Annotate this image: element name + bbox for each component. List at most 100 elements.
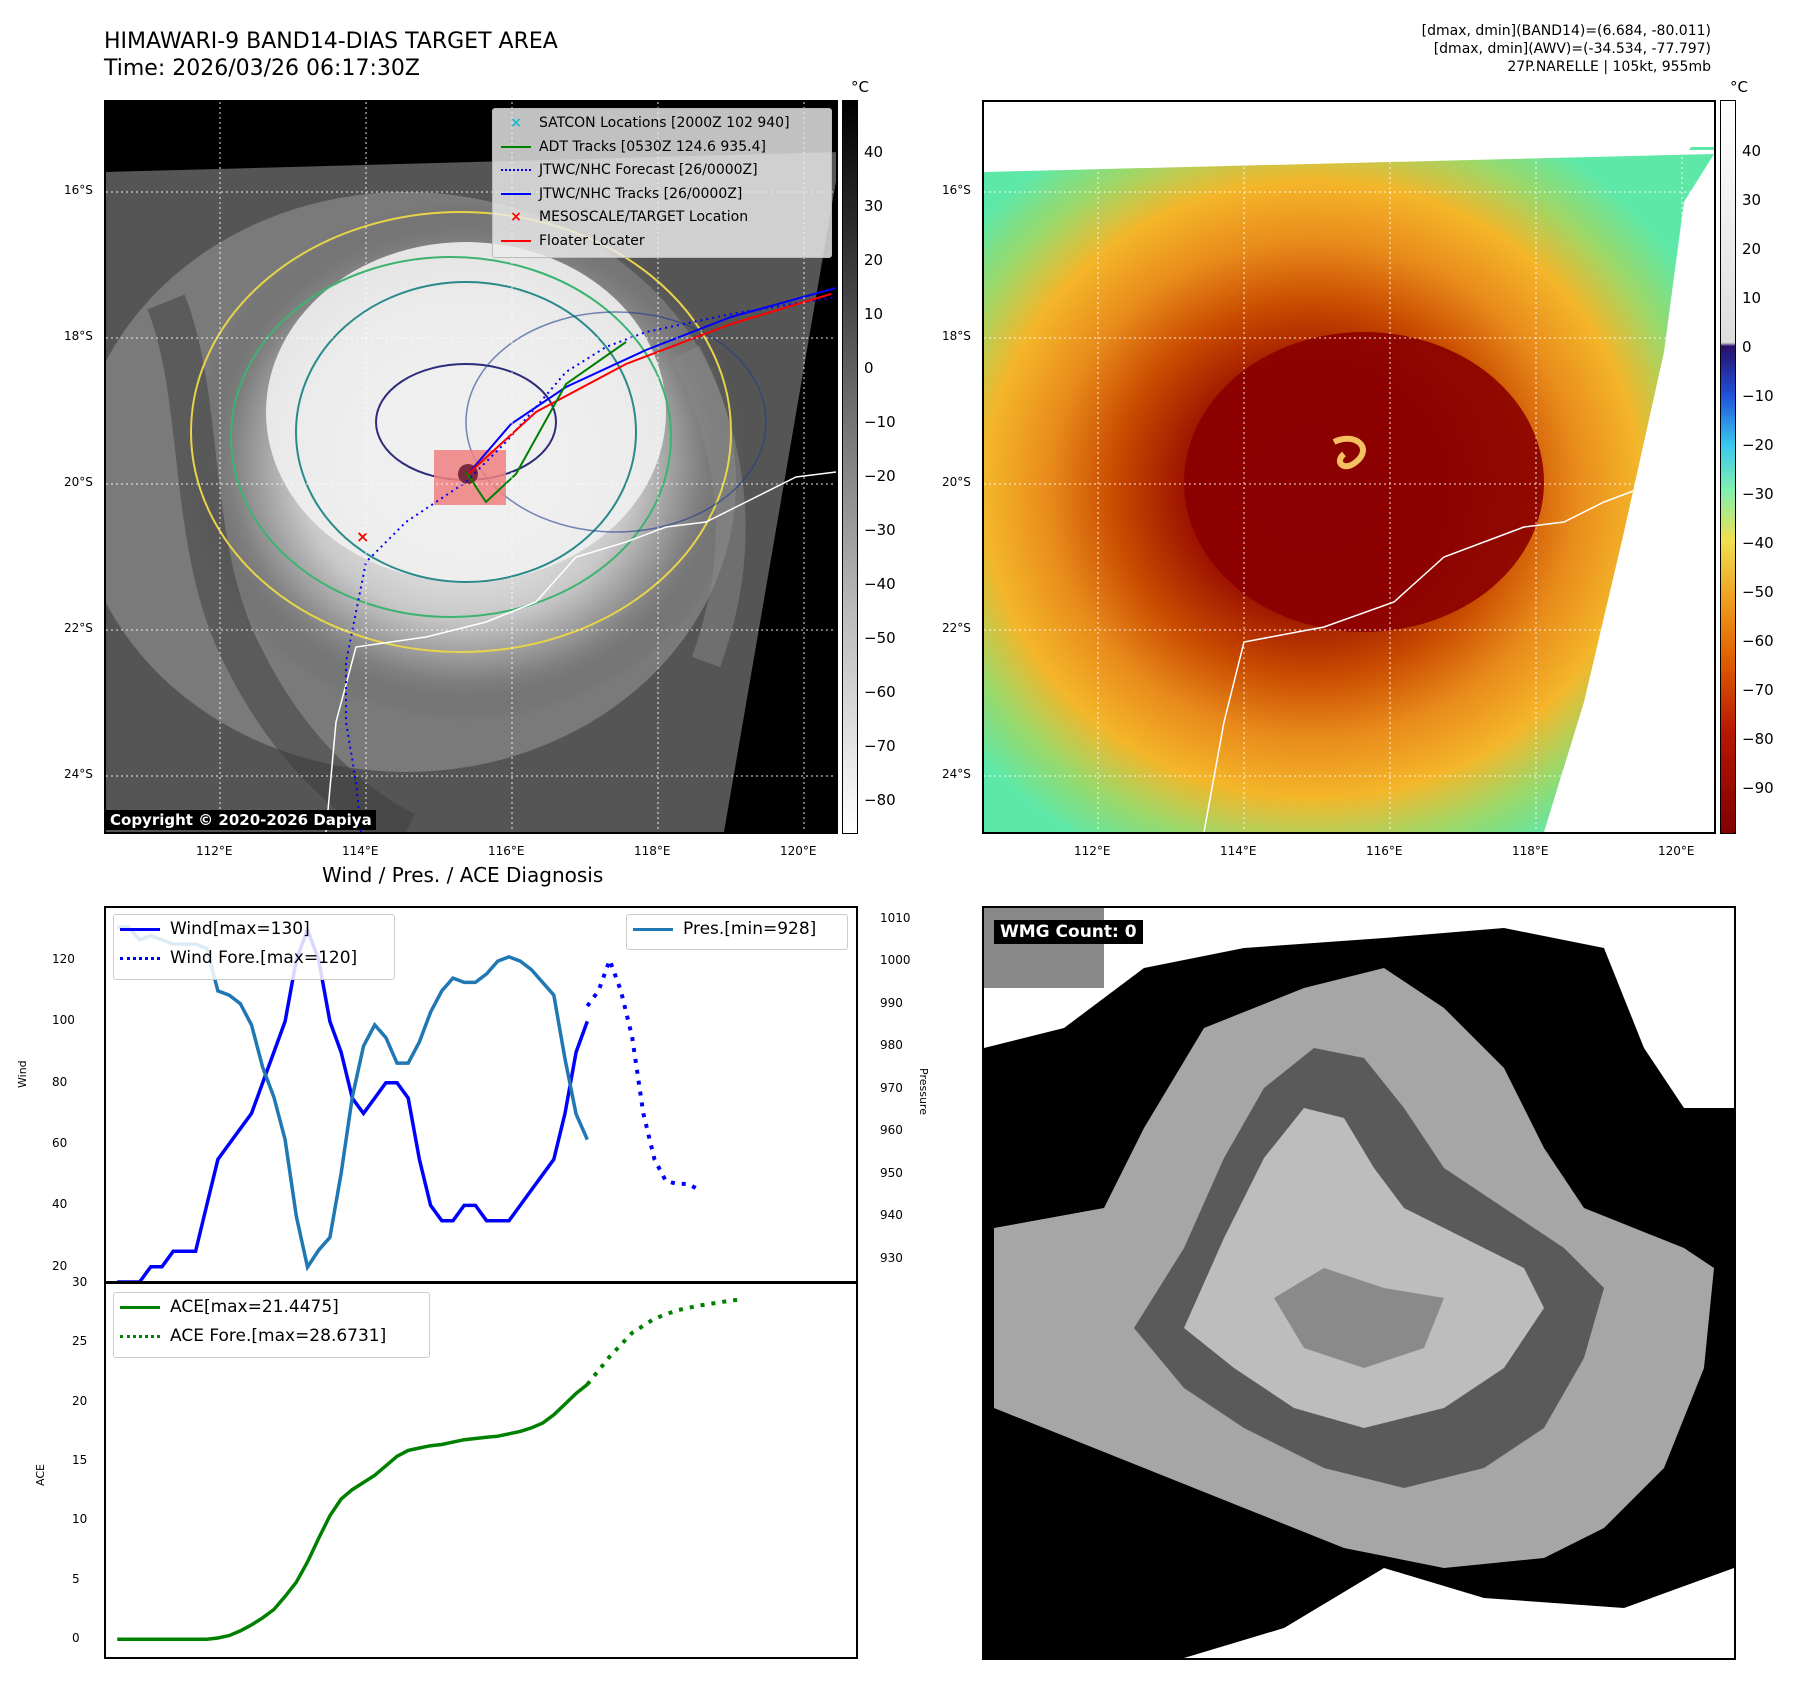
- lat-tick-20: 20°S: [64, 475, 93, 489]
- map-legend-item: × SATCON Locations [2000Z 102 940]: [499, 112, 790, 134]
- colorbar-right-tick: 20: [1742, 240, 1762, 258]
- legend-label: Wind Fore.[max=120]: [170, 948, 358, 968]
- ace-legend: ACE[max=21.4475] ACE Fore.[max=28.6731]: [113, 1292, 430, 1358]
- ace-tick-label: 0: [72, 1631, 80, 1646]
- ace-series-line-1: [585, 1296, 745, 1386]
- r-lon-tick-112: 112°E: [1074, 844, 1111, 858]
- figure-title: HIMAWARI-9 BAND14-DIAS TARGET AREA Time:…: [104, 28, 558, 82]
- pressure-axis-label: Pressure: [917, 1068, 930, 1115]
- legend-swatch-icon: [633, 927, 673, 931]
- lon-tick-112: 112°E: [196, 844, 233, 858]
- colorbar-right-tick: 40: [1742, 142, 1762, 160]
- wind-legend: Wind[max=130] Wind Fore.[max=120]: [113, 914, 395, 980]
- colorbar-left-tick: −10: [864, 413, 896, 431]
- colorbar-left: [842, 100, 858, 834]
- ace-legend-item: ACE[max=21.4475]: [120, 1297, 339, 1317]
- copyright-badge: Copyright © 2020-2026 Dapiya: [106, 810, 376, 830]
- legend-label: SATCON Locations [2000Z 102 940]: [539, 115, 790, 131]
- colorbar-left-tick: −50: [864, 629, 896, 647]
- lat-tick-24: 24°S: [64, 767, 93, 781]
- legend-swatch-icon: [120, 1334, 160, 1338]
- ace-tick-label: 10: [72, 1512, 88, 1527]
- ir-map-image: ×: [106, 102, 836, 832]
- pressure-tick-label: 980: [880, 1038, 903, 1053]
- legend-swatch-icon: [499, 233, 533, 249]
- r-lon-tick-118: 118°E: [1512, 844, 1549, 858]
- map-legend-item: ADT Tracks [0530Z 124.6 935.4]: [499, 136, 766, 158]
- ace-tick-label: 30: [72, 1275, 88, 1289]
- legend-label: JTWC/NHC Forecast [26/0000Z]: [539, 162, 758, 178]
- ace-axis-label: ACE: [34, 1464, 47, 1486]
- map-legend-item: Floater Locater: [499, 230, 645, 252]
- colorbar-right-tick: −20: [1742, 436, 1774, 454]
- legend-label: ACE[max=21.4475]: [170, 1297, 339, 1317]
- wind-pressure-chart: [104, 906, 858, 1284]
- series-line-1: [585, 954, 701, 1192]
- ace-chart: [104, 1281, 858, 1659]
- colorbar-right-tick: 0: [1742, 338, 1752, 356]
- stats-line1: [dmax, dmin](BAND14)=(6.684, -80.011): [1421, 23, 1711, 39]
- svg-text:×: ×: [356, 527, 369, 546]
- figure-title-line1: HIMAWARI-9 BAND14-DIAS TARGET AREA: [104, 29, 558, 54]
- wind-tick-label: 80: [52, 1074, 68, 1089]
- colorbar-right-tick: 10: [1742, 289, 1762, 307]
- colorbar-left-tick: −80: [864, 791, 896, 809]
- wind-tick-label: 100: [52, 1013, 75, 1028]
- map-legend-item: JTWC/NHC Tracks [26/0000Z]: [499, 183, 742, 205]
- enhanced-ir-map: [982, 100, 1716, 834]
- pressure-tick-label: 970: [880, 1080, 903, 1095]
- lat-tick-22: 22°S: [64, 621, 93, 635]
- legend-label: ADT Tracks [0530Z 124.6 935.4]: [539, 138, 766, 155]
- wind-tick-label: 120: [52, 952, 75, 967]
- r-lon-tick-114: 114°E: [1220, 844, 1257, 858]
- ace-legend-item: ACE Fore.[max=28.6731]: [120, 1326, 386, 1346]
- legend-swatch-icon: ×: [510, 209, 522, 225]
- wmg-count-badge: WMG Count: 0: [994, 920, 1143, 944]
- legend-label: MESOSCALE/TARGET Location: [539, 209, 749, 225]
- colorbar-left-tick: −60: [864, 683, 896, 701]
- legend-label: Floater Locater: [539, 232, 645, 249]
- ir-satellite-map: × × SATCON Locations [2000Z 102 940] ADT T…: [104, 100, 838, 834]
- colorbar-right-tick: −40: [1742, 534, 1774, 552]
- stats-line2: [dmax, dmin](AWV)=(-34.534, -77.797): [1433, 41, 1711, 57]
- ace-tick-label: 5: [72, 1571, 80, 1586]
- wind-legend-item: Wind Fore.[max=120]: [120, 948, 357, 968]
- pressure-tick-label: 1000: [880, 953, 911, 968]
- legend-swatch-icon: [499, 139, 533, 155]
- colorbar-right-tick: −30: [1742, 485, 1774, 503]
- legend-swatch-icon: [120, 927, 160, 931]
- ace-tick-label: 25: [72, 1334, 88, 1349]
- lat-tick-16: 16°S: [64, 183, 93, 197]
- r-lat-tick-24: 24°S: [942, 767, 971, 781]
- colorbar-left-tick: −30: [864, 521, 896, 539]
- colorbar-right: [1720, 100, 1736, 834]
- colorbar-left-tick: 40: [864, 143, 884, 161]
- colorbar-right-tick: 30: [1742, 191, 1762, 209]
- colorbar-right-tick: −70: [1742, 681, 1774, 699]
- pressure-tick-label: 930: [880, 1250, 903, 1265]
- legend-swatch-icon: ×: [510, 115, 522, 131]
- legend-label: Wind[max=130]: [170, 919, 310, 939]
- wind-tick-label: 60: [52, 1136, 68, 1151]
- legend-label: ACE Fore.[max=28.6731]: [170, 1326, 387, 1346]
- r-lat-tick-20: 20°S: [942, 475, 971, 489]
- lon-tick-118: 118°E: [634, 844, 671, 858]
- r-lat-tick-18: 18°S: [942, 329, 971, 343]
- legend-swatch-icon: [499, 186, 533, 202]
- colorbar-right-unit: °C: [1730, 78, 1748, 96]
- colorbar-right-tick: −60: [1742, 632, 1774, 650]
- lon-tick-116: 116°E: [488, 844, 525, 858]
- pressure-tick-label: 990: [880, 995, 903, 1010]
- stats-header: [dmax, dmin](BAND14)=(6.684, -80.011) [d…: [1422, 22, 1711, 76]
- map-legend-item: × MESOSCALE/TARGET Location: [499, 206, 748, 228]
- figure-title-line2: Time: 2026/03/26 06:17:30Z: [104, 56, 420, 81]
- map-legend: × SATCON Locations [2000Z 102 940] ADT Tra…: [492, 108, 832, 258]
- lon-tick-114: 114°E: [342, 844, 379, 858]
- pressure-tick-label: 960: [880, 1123, 903, 1138]
- colorbar-left-tick: 0: [864, 359, 874, 377]
- colorbar-right-tick: −10: [1742, 387, 1774, 405]
- colorbar-right-tick: −90: [1742, 779, 1774, 797]
- legend-label: Pres.[min=928]: [683, 919, 817, 939]
- ace-tick-label: 15: [72, 1453, 88, 1468]
- pressure-tick-label: 1010: [880, 910, 911, 925]
